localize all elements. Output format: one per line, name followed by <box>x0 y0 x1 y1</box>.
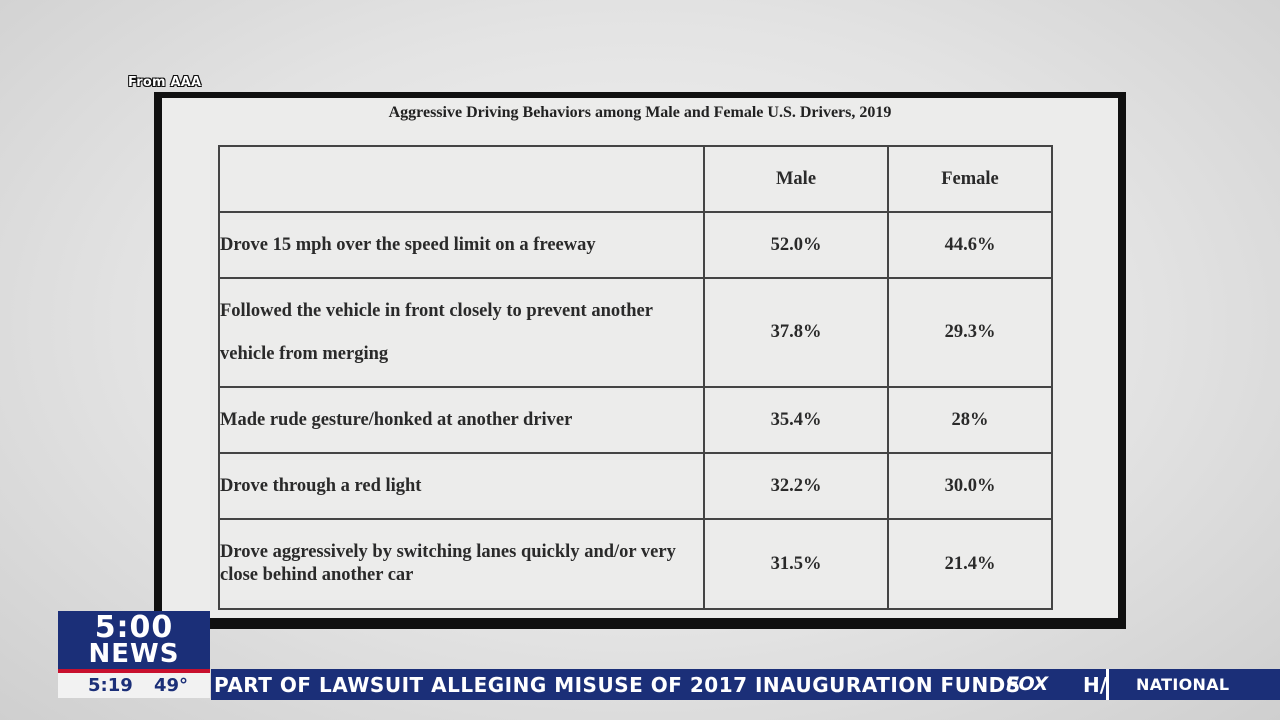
table-row: Drove through a red light 32.2% 30.0% <box>218 452 1053 520</box>
driving-behaviors-table: Male Female Drove 15 mph over the speed … <box>218 145 1053 610</box>
female-value: 21.4% <box>887 518 1053 610</box>
ticker-headline: PART OF LAWSUIT ALLEGING MISUSE OF 2017 … <box>214 673 1021 697</box>
table-row: Made rude gesture/honked at another driv… <box>218 386 1053 454</box>
female-value: 30.0% <box>887 452 1053 520</box>
female-value: 29.3% <box>887 277 1053 388</box>
status-strip: 5:19 49° <box>58 673 210 698</box>
document-frame: Aggressive Driving Behaviors among Male … <box>154 92 1126 629</box>
table-row: Drove 15 mph over the speed limit on a f… <box>218 211 1053 279</box>
male-value: 35.4% <box>703 386 889 454</box>
male-value: 32.2% <box>703 452 889 520</box>
behavior-cell: Drove 15 mph over the speed limit on a f… <box>218 211 705 279</box>
fox-logo: FOX <box>1006 673 1048 695</box>
news-ticker: PART OF LAWSUIT ALLEGING MISUSE OF 2017 … <box>211 669 1280 700</box>
behavior-cell: Made rude gesture/honked at another driv… <box>218 386 705 454</box>
news-logo-time: 5:00 <box>94 610 174 645</box>
document-title: Aggressive Driving Behaviors among Male … <box>388 104 892 121</box>
male-value: 52.0% <box>703 211 889 279</box>
behavior-cell: Drove aggressively by switching lanes qu… <box>218 518 705 610</box>
temperature: 49° <box>154 675 189 696</box>
male-value: 37.8% <box>703 277 889 388</box>
header-female: Female <box>887 145 1053 213</box>
ticker-next-headline: H/ <box>1083 673 1108 697</box>
header-behavior <box>218 145 705 213</box>
behavior-cell: Followed the vehicle in front closely to… <box>218 277 705 388</box>
table-header-row: Male Female <box>218 145 1053 213</box>
news-logo-word: NEWS <box>88 639 180 669</box>
news-logo: 5:00 NEWS <box>58 611 210 673</box>
current-time: 5:19 <box>88 675 133 696</box>
behavior-cell: Drove through a red light <box>218 452 705 520</box>
female-value: 44.6% <box>887 211 1053 279</box>
header-male: Male <box>703 145 889 213</box>
male-value: 31.5% <box>703 518 889 610</box>
source-label: From AAA <box>128 75 202 90</box>
female-value: 28% <box>887 386 1053 454</box>
ticker-section-label: NATIONAL <box>1136 675 1230 694</box>
table-row: Drove aggressively by switching lanes qu… <box>218 518 1053 610</box>
document-page: Aggressive Driving Behaviors among Male … <box>162 98 1118 618</box>
ticker-divider <box>1106 669 1109 700</box>
table-row: Followed the vehicle in front closely to… <box>218 277 1053 388</box>
